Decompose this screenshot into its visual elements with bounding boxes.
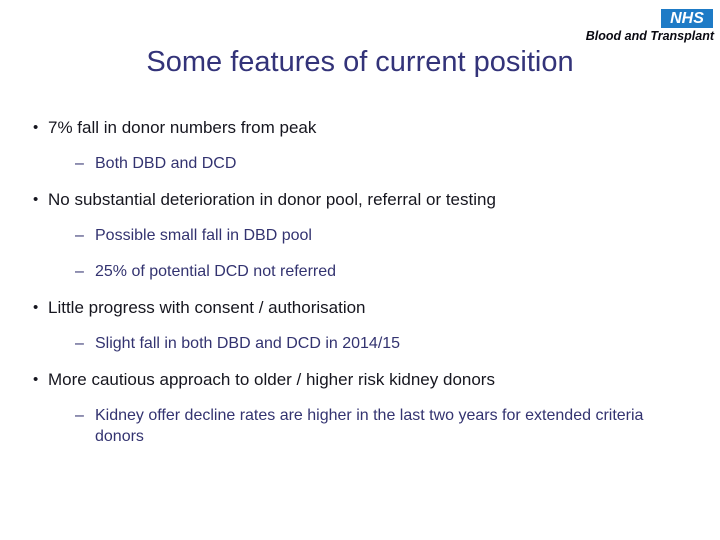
dash-icon: – bbox=[75, 407, 84, 424]
bullet-icon: • bbox=[33, 371, 39, 388]
bullet-item: • Little progress with consent / authoris… bbox=[0, 297, 720, 318]
dash-icon: – bbox=[75, 335, 84, 352]
nhs-logo-subtitle: Blood and Transplant bbox=[585, 29, 714, 43]
sub-bullet-text: Both DBD and DCD bbox=[95, 155, 237, 172]
bullet-text: No substantial deterioration in donor po… bbox=[48, 190, 496, 209]
bullet-list: • 7% fall in donor numbers from peak – Both… bbox=[0, 117, 720, 447]
bullet-text: More cautious approach to older / higher… bbox=[48, 370, 495, 389]
bullet-item: • More cautious approach to older / highe… bbox=[0, 369, 720, 390]
bullet-text: Little progress with consent / authorisa… bbox=[48, 298, 366, 317]
sub-bullet-item: – Possible small fall in DBD pool bbox=[0, 225, 720, 246]
sub-bullet-item: –25% of potential DCD not referred bbox=[0, 261, 720, 282]
bullet-icon: • bbox=[33, 191, 39, 208]
slide-title: Some features of current position bbox=[146, 46, 574, 78]
nhs-logo-mark: NHS bbox=[661, 9, 713, 28]
sub-bullet-item: – Both DBD and DCD bbox=[0, 153, 720, 174]
sub-bullet-item: – Slight fall in both DBD and DCD in 2014… bbox=[0, 333, 720, 354]
sub-bullet-text: 25% of potential DCD not referred bbox=[95, 263, 337, 280]
nhs-logo-text: NHS bbox=[670, 10, 704, 27]
sub-bullet-item: – Kidney offer decline rates are higher i… bbox=[0, 405, 720, 447]
dash-icon: – bbox=[75, 155, 84, 172]
bullet-text: 7% fall in donor numbers from peak bbox=[48, 118, 317, 137]
bullet-icon: • bbox=[33, 299, 39, 316]
sub-bullet-text: Slight fall in both DBD and DCD in 2014/… bbox=[95, 335, 401, 352]
sub-bullet-text: Possible small fall in DBD pool bbox=[95, 227, 312, 244]
bullet-icon: • bbox=[33, 119, 39, 136]
dash-icon: – bbox=[75, 263, 84, 280]
nhs-logo: NHS Blood and Transplant bbox=[520, 0, 720, 50]
bullet-item: • 7% fall in donor numbers from peak bbox=[0, 117, 720, 138]
bullet-item: • No substantial deterioration in donor p… bbox=[0, 189, 720, 210]
sub-bullet-text: Kidney offer decline rates are higher in… bbox=[95, 407, 644, 445]
dash-icon: – bbox=[75, 227, 84, 244]
